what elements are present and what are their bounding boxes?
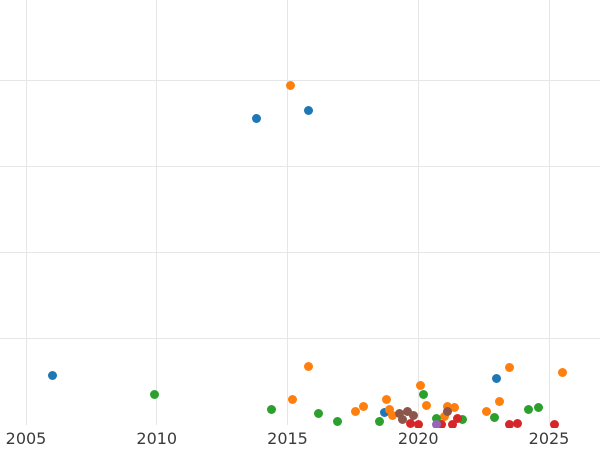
x-gridline bbox=[156, 0, 158, 425]
data-point-green bbox=[332, 416, 342, 426]
data-point-red bbox=[549, 420, 559, 428]
data-point-green bbox=[523, 404, 533, 414]
data-point-orange bbox=[557, 367, 567, 377]
data-point-green bbox=[489, 413, 499, 423]
data-point-purple bbox=[432, 419, 442, 428]
data-point-orange bbox=[416, 380, 426, 390]
data-point-orange bbox=[303, 361, 313, 371]
x-gridline bbox=[417, 0, 419, 425]
data-point-red bbox=[513, 418, 523, 428]
data-point-blue bbox=[492, 373, 502, 383]
data-point-orange bbox=[387, 410, 397, 420]
data-point-green bbox=[432, 414, 442, 424]
data-point-orange bbox=[439, 411, 449, 421]
data-point-green bbox=[149, 390, 159, 400]
x-tick-label: 2015 bbox=[267, 429, 308, 448]
x-gridline bbox=[25, 0, 27, 425]
data-point-orange bbox=[505, 362, 515, 372]
data-point-orange bbox=[450, 403, 460, 413]
data-point-green bbox=[458, 415, 468, 425]
data-point-red bbox=[413, 419, 423, 428]
data-point-orange bbox=[358, 402, 368, 412]
data-point-brown bbox=[398, 415, 408, 425]
data-point-blue bbox=[47, 371, 57, 381]
x-tick-label: 2020 bbox=[397, 429, 439, 448]
y-gridline bbox=[0, 79, 600, 81]
data-point-brown bbox=[442, 406, 452, 416]
y-gridline bbox=[0, 251, 600, 253]
data-point-brown bbox=[408, 410, 418, 420]
data-point-red bbox=[447, 419, 457, 428]
data-point-red bbox=[437, 419, 447, 428]
y-gridline bbox=[0, 165, 600, 167]
data-point-brown bbox=[395, 409, 405, 419]
points-layer bbox=[47, 80, 567, 428]
data-point-orange bbox=[288, 395, 298, 405]
data-point-blue bbox=[251, 114, 261, 124]
x-gridline bbox=[548, 0, 550, 425]
data-point-orange bbox=[421, 400, 431, 410]
x-tick-label: 2005 bbox=[5, 429, 47, 448]
x-gridline bbox=[287, 0, 288, 425]
data-point-brown bbox=[403, 407, 413, 417]
data-point-orange bbox=[384, 404, 394, 414]
data-point-red bbox=[452, 414, 462, 424]
data-point-orange bbox=[382, 394, 392, 404]
data-point-green bbox=[534, 403, 544, 413]
data-point-blue bbox=[303, 105, 313, 115]
x-tick-label: 2025 bbox=[528, 429, 570, 448]
data-point-green bbox=[418, 390, 428, 400]
data-point-orange bbox=[494, 397, 504, 407]
data-point-green bbox=[374, 416, 384, 426]
data-point-orange bbox=[285, 80, 295, 90]
data-point-orange bbox=[481, 407, 491, 417]
x-tick-label: 2010 bbox=[136, 429, 178, 448]
data-point-orange bbox=[350, 406, 360, 416]
data-point-green bbox=[267, 404, 277, 414]
data-point-red bbox=[405, 418, 415, 428]
data-point-blue bbox=[379, 408, 389, 418]
y-gridline bbox=[0, 337, 600, 339]
data-point-green bbox=[314, 409, 324, 419]
data-point-red bbox=[505, 419, 515, 428]
